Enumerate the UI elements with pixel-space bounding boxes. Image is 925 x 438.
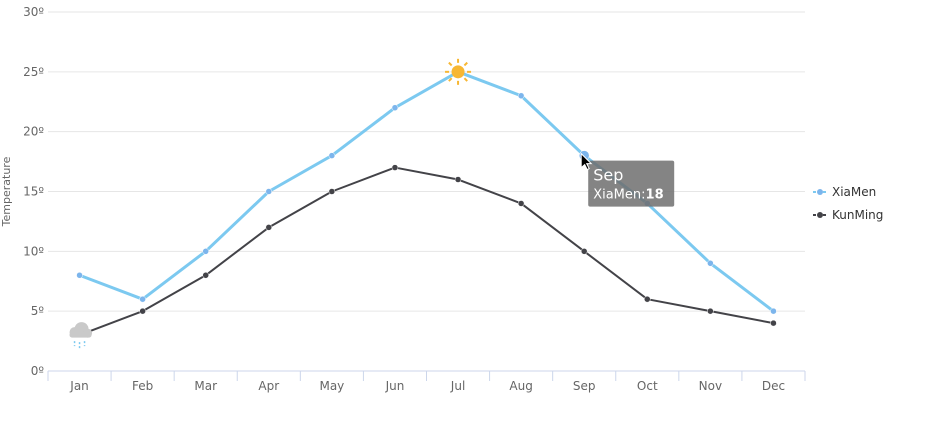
y-tick-label: 0º <box>31 364 45 378</box>
data-point <box>391 164 399 171</box>
data-point <box>202 248 209 255</box>
x-tick-label: Jan <box>69 379 89 393</box>
data-point <box>707 260 714 267</box>
x-tick-label: Oct <box>637 379 658 393</box>
legend-item-kunming[interactable]: KunMing <box>832 208 883 222</box>
sun-icon <box>445 58 472 85</box>
data-point <box>328 152 336 159</box>
y-tick-label: 5º <box>31 304 45 318</box>
data-point <box>517 200 525 207</box>
data-point <box>517 92 525 100</box>
y-tick-label: 20º <box>23 125 44 139</box>
tooltip-title: Sep <box>593 166 623 185</box>
x-tick-label: Dec <box>762 379 785 393</box>
data-point <box>265 188 273 195</box>
x-tick-label: Jun <box>385 379 405 393</box>
data-point <box>391 104 399 111</box>
data-point <box>139 307 146 315</box>
series-line-xiamen <box>79 70 775 313</box>
data-point <box>202 272 209 279</box>
cursor-icon <box>580 152 593 171</box>
x-tick-label: Jul <box>450 379 465 393</box>
data-point <box>580 248 588 255</box>
y-tick-label: 10º <box>23 244 44 258</box>
legend-marker <box>817 212 823 218</box>
data-point <box>328 188 336 195</box>
data-point <box>76 272 83 279</box>
x-tick-label: Nov <box>699 379 722 393</box>
x-tick-label: Apr <box>258 379 279 393</box>
y-tick-label: 25º <box>23 65 44 79</box>
legend-marker <box>817 189 823 195</box>
y-tick-label: 30º <box>23 5 44 19</box>
x-tick-label: Feb <box>132 379 153 393</box>
data-point <box>265 224 273 231</box>
data-point <box>139 295 146 303</box>
tooltip <box>588 160 675 207</box>
data-point <box>770 307 777 315</box>
y-tick-label: 15º <box>23 185 44 199</box>
x-tick-label: Mar <box>194 379 217 393</box>
rain-cloud-icon <box>69 322 93 349</box>
legend-item-xiamen[interactable]: XiaMen <box>832 185 876 199</box>
y-axis-title: Temperature <box>0 156 13 227</box>
x-tick-label: May <box>319 379 344 393</box>
x-tick-label: Aug <box>509 379 532 393</box>
data-point <box>644 295 651 303</box>
data-point <box>454 176 462 183</box>
series-line-kunming <box>79 166 774 337</box>
data-point <box>770 319 777 327</box>
x-tick-label: Sep <box>573 379 596 393</box>
tooltip-value: XiaMen:18 <box>593 188 663 203</box>
data-point <box>707 307 714 315</box>
